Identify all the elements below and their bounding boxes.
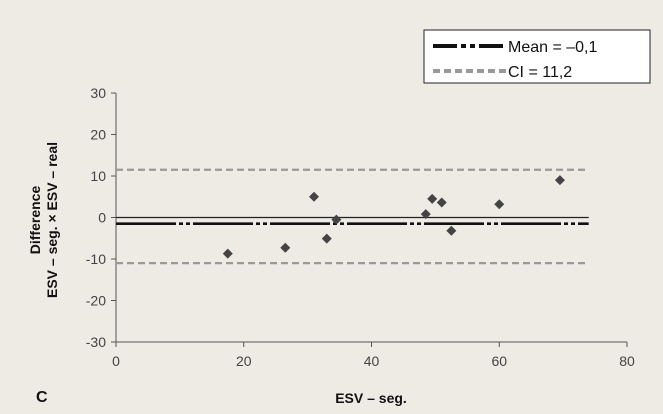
data-point [321, 233, 332, 244]
data-point [494, 199, 505, 210]
y-tick-label: 30 [90, 85, 106, 101]
y-tick-label: 10 [90, 168, 106, 184]
data-point [309, 191, 320, 202]
data-point [554, 175, 565, 186]
data-point [446, 225, 457, 236]
data-point [331, 214, 342, 225]
y-axis-title-line-1: Difference [27, 186, 43, 255]
y-tick-label: -10 [86, 251, 106, 267]
data-point [436, 197, 447, 208]
x-tick-label: 80 [619, 353, 635, 369]
panel-label: C [36, 389, 48, 406]
labels-layer: 30 20 10 0 -10 -20 -30 0 20 40 60 80 [86, 85, 635, 369]
y-tick-label: 20 [90, 127, 106, 143]
x-tick-label: 60 [491, 353, 507, 369]
x-axis-title: ESV – seg. [335, 390, 407, 406]
data-point [427, 193, 438, 204]
legend-ci-label: CI = 11,2 [508, 64, 572, 81]
axes-layer [111, 92, 628, 347]
y-tick-label: -20 [86, 293, 106, 309]
x-tick-label: 40 [364, 353, 380, 369]
lines-layer [116, 168, 589, 265]
data-point [280, 242, 291, 253]
legend-mean-label: Mean = –0,1 [508, 39, 598, 56]
points-layer [222, 175, 565, 259]
x-tick-label: 20 [236, 353, 252, 369]
data-point [222, 248, 233, 259]
legend-box [423, 29, 651, 84]
legend: Mean = –0,1 CI = 11,2 [423, 29, 651, 84]
y-tick-label: -30 [86, 334, 106, 350]
y-tick-label: 0 [98, 210, 106, 226]
y-axis-title-line-2: ESV – seg. × ESV – real [44, 142, 60, 298]
x-tick-label: 0 [112, 353, 120, 369]
data-point [420, 209, 431, 220]
